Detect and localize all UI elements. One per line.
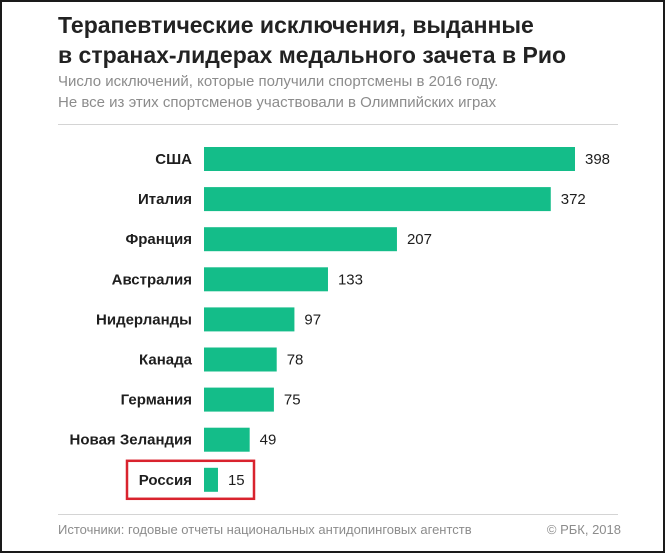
highlight-box [125,459,256,501]
bar [204,307,295,332]
bar [204,387,274,412]
category-label: Россия [139,472,192,489]
bottom-divider [58,514,618,515]
title-line-1: Терапевтические исключения, выданные [58,12,534,38]
bar [204,467,218,492]
category-label: Германия [121,392,192,409]
category-label: США [155,151,192,168]
category-label: Австралия [112,271,192,288]
category-label: Италия [138,191,192,208]
value-label: 398 [585,151,610,168]
bar [204,267,328,292]
bar [204,187,551,212]
category-label: Франция [125,231,192,248]
value-label: 372 [561,191,586,208]
value-label: 97 [304,311,321,328]
subtitle-line-2: Не все из этих спортсменов участвовали в… [58,94,497,111]
bar [204,427,250,452]
value-label: 78 [287,352,304,369]
value-label: 15 [228,472,245,489]
chart-subtitle: Число исключений, которые получили спорт… [58,71,638,113]
bar [204,227,397,252]
title-line-2: в странах-лидерах медального зачета в Ри… [58,42,567,68]
copyright-note: © РБК, 2018 [546,522,621,537]
value-label: 207 [407,231,432,248]
bar [204,147,575,171]
value-label: 133 [338,271,363,288]
value-label: 49 [260,432,277,449]
top-divider [58,124,618,125]
category-label: Новая Зеландия [70,432,192,449]
subtitle-line-1: Число исключений, которые получили спорт… [58,73,499,90]
category-label: Нидерланды [96,311,192,328]
chart-title: Терапевтические исключения, выданные в с… [58,10,638,70]
source-note: Источники: годовые отчеты национальных а… [58,522,472,537]
value-label: 75 [284,392,301,409]
category-label: Канада [139,352,193,369]
bar [204,347,277,372]
